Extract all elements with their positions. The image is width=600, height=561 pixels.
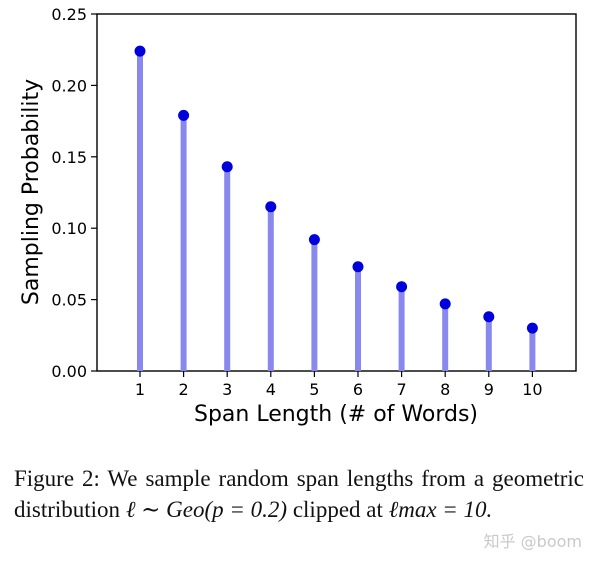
figure-caption: Figure 2: We sample random span lengths … xyxy=(14,463,584,525)
x-tick-label: 9 xyxy=(484,380,494,399)
data-point xyxy=(352,261,364,273)
x-tick-label: 3 xyxy=(222,380,232,399)
x-tick-label: 1 xyxy=(135,380,145,399)
data-point xyxy=(526,322,538,334)
x-axis: 1 2 3 4 5 6 7 8 9 10 xyxy=(135,371,543,399)
caption-prefix: Figure 2: We sample random span lengths … xyxy=(14,466,584,522)
watermark-text: 知乎 @boom xyxy=(483,532,582,551)
y-tick-label: 0.05 xyxy=(51,291,87,310)
caption-limit: ℓmax = 10. xyxy=(388,497,493,522)
y-tick-label: 0.25 xyxy=(51,5,87,24)
y-tick-label: 0.00 xyxy=(51,362,87,381)
span-length-chart: 0.00 0.05 0.10 0.15 0.20 0.25 1 2 3 4 5 6 7 8 9 10 Sam… xyxy=(19,5,577,427)
data-point xyxy=(265,201,277,213)
plot-frame xyxy=(96,13,577,372)
x-tick-label: 4 xyxy=(266,380,276,399)
markers-series xyxy=(134,45,538,334)
stems-series xyxy=(137,51,536,371)
data-point xyxy=(483,311,495,323)
x-tick-label: 10 xyxy=(522,380,542,399)
y-tick-label: 0.10 xyxy=(51,219,87,238)
x-axis-title: Span Length (# of Words) xyxy=(194,402,478,427)
data-point xyxy=(221,161,233,173)
y-tick-label: 0.20 xyxy=(51,76,87,95)
caption-formula: ℓ ∼ Geo(p = 0.2) xyxy=(125,497,288,522)
x-tick-label: 7 xyxy=(397,380,407,399)
x-tick-label: 2 xyxy=(179,380,189,399)
data-point xyxy=(396,281,408,293)
x-tick-label: 5 xyxy=(309,380,319,399)
data-point xyxy=(308,234,320,246)
data-point xyxy=(439,298,451,310)
data-point xyxy=(134,45,146,57)
y-tick-label: 0.15 xyxy=(51,148,87,167)
data-point xyxy=(178,109,190,121)
y-axis: 0.00 0.05 0.10 0.15 0.20 0.25 xyxy=(51,5,97,381)
x-tick-label: 6 xyxy=(353,380,363,399)
y-axis-title: Sampling Probability xyxy=(19,79,44,305)
caption-middle: clipped at xyxy=(292,497,383,522)
x-tick-label: 8 xyxy=(440,380,450,399)
plot-area xyxy=(96,13,577,372)
